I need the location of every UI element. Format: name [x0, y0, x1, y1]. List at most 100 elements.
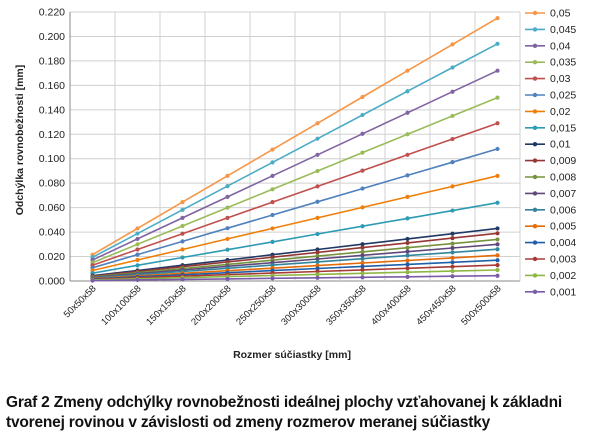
legend-swatch-marker: [532, 109, 538, 114]
series-line: [92, 17, 498, 256]
data-point: [495, 68, 500, 73]
data-point: [135, 252, 140, 257]
data-point: [405, 270, 410, 275]
y-tick-label: 0.020: [39, 251, 65, 263]
data-point: [405, 258, 410, 263]
legend-item: 0,001: [525, 286, 576, 298]
data-point: [270, 173, 275, 178]
data-point: [360, 112, 365, 118]
series-line: [92, 259, 498, 280]
data-point: [270, 212, 275, 218]
y-tick-label: 0.000: [39, 276, 65, 288]
data-point: [270, 263, 275, 268]
data-point: [360, 249, 365, 254]
data-point: [225, 173, 230, 178]
legend-label: 0,001: [550, 286, 576, 298]
data-point: [270, 187, 275, 192]
data-point: [405, 110, 410, 115]
data-point: [135, 257, 140, 263]
data-point: [495, 95, 500, 100]
data-point: [135, 247, 140, 252]
data-point: [405, 253, 410, 258]
legend-label: 0,035: [550, 57, 576, 69]
data-point: [495, 258, 500, 263]
series-line: [92, 227, 498, 277]
legend-label: 0,004: [550, 237, 576, 249]
data-point: [450, 268, 455, 274]
data-point: [405, 152, 410, 157]
data-point: [360, 253, 365, 258]
legend-item: 0,04: [525, 40, 571, 52]
series-line: [92, 269, 498, 281]
series-0,015: [90, 200, 500, 276]
data-point: [315, 269, 320, 274]
data-point: [360, 168, 365, 173]
chart-legend: 0,05 0,045 0,04 0,035 0,03 0,025 0,02 0,015 0,01…: [525, 8, 576, 298]
x-tick-label: 50x50x58: [62, 283, 99, 320]
data-point: [495, 267, 500, 273]
data-point: [495, 237, 500, 242]
data-point: [405, 173, 410, 178]
data-point: [90, 278, 95, 283]
data-point: [405, 132, 410, 137]
x-tick-label: 500x500x58: [459, 283, 503, 327]
data-point: [495, 263, 500, 268]
data-point: [270, 255, 275, 260]
data-point: [315, 263, 320, 268]
series-line: [92, 175, 498, 272]
legend-label: 0,01: [550, 139, 571, 151]
data-point: [225, 276, 230, 282]
data-point: [270, 147, 275, 152]
data-point: [225, 184, 230, 189]
legend-label: 0,006: [550, 204, 576, 216]
data-point: [405, 236, 410, 242]
legend-swatch-marker: [532, 191, 538, 196]
y-axis-tick-labels: 0.000 0.020 0.040 0.060 0.080 0.100 0.120 0.140…: [39, 7, 65, 288]
data-point: [405, 262, 410, 267]
data-point: [450, 89, 455, 94]
data-point: [450, 42, 455, 47]
data-point: [405, 249, 410, 254]
data-point: [315, 256, 320, 262]
series-0,05: [90, 16, 500, 257]
legend-label: 0,025: [550, 90, 576, 102]
x-tick-label: 250x250x58: [234, 283, 278, 327]
data-point: [180, 277, 185, 282]
legend-swatch-marker: [532, 273, 538, 278]
legend-item: 0,004: [525, 237, 576, 249]
data-point: [405, 274, 410, 279]
data-point: [405, 216, 410, 221]
legend-item: 0,005: [525, 221, 576, 233]
x-tick-label: 450x450x58: [414, 283, 458, 327]
series-line: [92, 248, 498, 279]
data-point: [495, 121, 500, 126]
data-point: [315, 253, 320, 259]
data-point: [180, 223, 185, 229]
y-tick-label: 0.220: [39, 7, 65, 19]
legend-item: 0,006: [525, 204, 576, 216]
line-chart: 0.000 0.020 0.040 0.060 0.080 0.100 0.120 0.140…: [14, 7, 576, 362]
data-point: [315, 152, 320, 157]
data-point: [360, 256, 365, 261]
data-point: [315, 266, 320, 271]
legend-item: 0,002: [525, 270, 576, 282]
series-line: [92, 254, 498, 280]
data-point: [360, 224, 365, 229]
data-point: [405, 240, 410, 245]
legend-item: 0,045: [525, 24, 576, 36]
data-point: [180, 255, 185, 260]
chart-series: [90, 16, 500, 283]
legend-label: 0,007: [550, 188, 576, 200]
data-point: [450, 260, 455, 265]
series-0,035: [90, 95, 500, 265]
data-point: [315, 136, 320, 141]
data-point: [360, 186, 365, 191]
y-tick-label: 0.120: [39, 129, 65, 141]
data-point: [450, 113, 455, 119]
data-point: [495, 273, 500, 278]
data-point: [180, 239, 185, 244]
legend-swatch-marker: [532, 27, 538, 32]
series-0,04: [90, 68, 500, 263]
data-point: [360, 94, 365, 100]
data-point: [270, 276, 275, 281]
